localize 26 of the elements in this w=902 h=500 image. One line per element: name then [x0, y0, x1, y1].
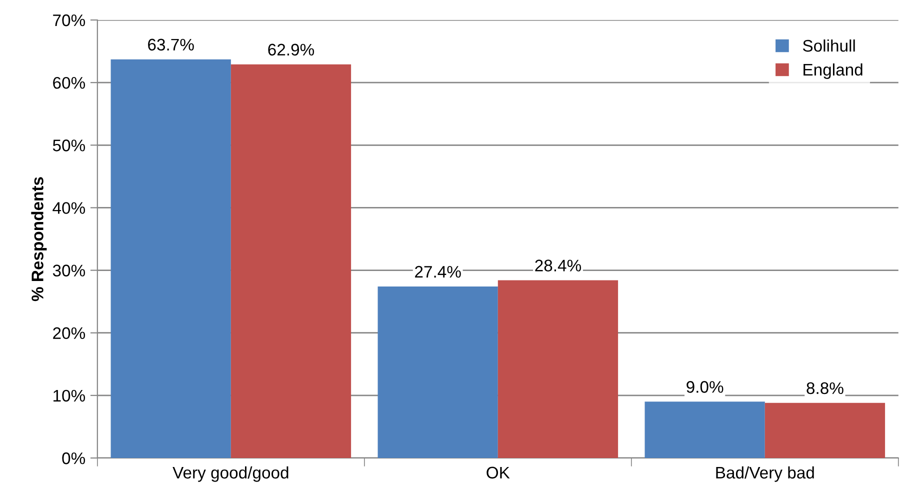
data-label: 62.9%: [268, 44, 314, 56]
legend-label: England: [804, 63, 862, 79]
bar: [378, 286, 498, 458]
legend-label: Solihull: [802, 39, 855, 52]
x-tick-label: Bad/Very bad: [716, 466, 814, 482]
data-label: 28.4%: [535, 260, 582, 272]
y-tick-label: 20%: [53, 327, 86, 340]
bar: [644, 402, 765, 458]
data-label: 27.4%: [415, 266, 461, 278]
y-axis-title: % Respondents: [31, 177, 47, 302]
x-tick-label: Very good/good: [172, 466, 288, 482]
y-tick-label: 40%: [52, 202, 86, 214]
bar: [110, 59, 231, 458]
data-label: 8.8%: [806, 382, 844, 394]
x-tick-label: OK: [486, 466, 510, 479]
y-tick-label: 60%: [53, 76, 86, 89]
y-tick-label: 0%: [62, 452, 86, 464]
bar: [230, 64, 352, 458]
y-tick-label: 70%: [53, 14, 86, 26]
bar: [764, 402, 886, 458]
y-tick-label: 30%: [52, 264, 86, 276]
bar: [498, 280, 618, 458]
y-tick-label: 50%: [52, 140, 86, 152]
data-label: 63.7%: [148, 38, 194, 51]
data-label: 9.0%: [686, 381, 724, 393]
y-tick-label: 10%: [54, 390, 86, 402]
